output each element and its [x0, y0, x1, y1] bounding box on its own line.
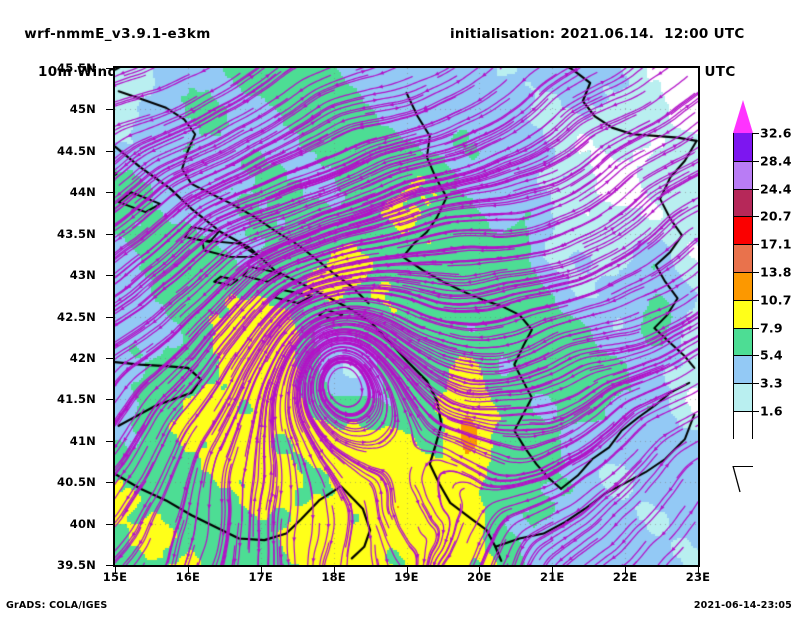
y-axis-tick-mark	[106, 316, 113, 318]
x-axis-tick-mark	[479, 567, 481, 574]
colorbar-label: 3.3	[760, 375, 783, 391]
y-axis-tick-label: 42.5N	[57, 309, 96, 324]
colorbar-label: 28.4	[760, 153, 792, 169]
colorbar-band	[733, 327, 753, 356]
map-plot-area[interactable]	[113, 66, 700, 567]
y-axis-tick-label: 40.5N	[57, 475, 96, 490]
colorbar[interactable]	[733, 133, 753, 439]
y-axis-tick-label: 43.5N	[57, 226, 96, 241]
colorbar-tick	[753, 244, 759, 246]
y-axis-tick-label: 43N	[69, 268, 96, 283]
x-axis-tick-mark	[187, 567, 189, 574]
x-axis-tick-mark	[698, 567, 699, 574]
x-axis-tick-mark	[115, 567, 116, 574]
x-axis-tick-mark	[625, 567, 627, 574]
y-axis-tick-mark	[106, 399, 113, 401]
y-axis-tick-mark	[106, 275, 113, 277]
y-axis-tick-label: 45.5N	[57, 61, 96, 75]
colorbar-label: 17.1	[760, 236, 792, 252]
colorbar-label: 5.4	[760, 347, 783, 363]
colorbar-tick	[753, 133, 759, 134]
colorbar-tick	[753, 160, 759, 162]
x-axis-tick-label: 18E	[321, 570, 346, 584]
colorbar-label: 7.9	[760, 320, 783, 336]
colorbar-band	[733, 216, 753, 245]
y-axis-tick-mark	[106, 233, 113, 235]
colorbar-label: 10.7	[760, 292, 792, 308]
x-axis-tick-label: 17E	[248, 570, 273, 584]
colorbar-band	[733, 299, 753, 328]
y-axis-tick-mark	[106, 357, 113, 359]
y-axis-tick-label: 44.5N	[57, 143, 96, 158]
x-axis-tick-mark	[260, 567, 262, 574]
y-axis-tick-label: 45N	[69, 102, 96, 117]
y-axis-tick-mark	[106, 482, 113, 484]
x-axis-tick-label: 22E	[612, 570, 638, 584]
colorbar-tick	[753, 355, 759, 357]
colorbar-band	[733, 188, 753, 217]
x-axis-tick-label: 21E	[540, 570, 565, 584]
x-axis-tick-label: 20E	[467, 570, 492, 584]
x-axis-tick-label: 23E	[685, 570, 711, 584]
colorbar-band	[733, 383, 753, 411]
colorbar-label: 1.6	[760, 403, 783, 419]
y-axis-tick-mark	[106, 523, 113, 525]
colorbar-tick	[753, 411, 759, 412]
initialisation-label: initialisation: 2021.06.14. 12:00 UTC	[450, 26, 745, 42]
colorbar-band	[733, 160, 753, 189]
y-axis-tick-mark	[106, 440, 113, 442]
colorbar-label: 13.8	[760, 264, 792, 280]
colorbar-band	[733, 355, 753, 384]
colorbar-band	[733, 410, 753, 439]
colorbar-underflow-tail-icon	[732, 466, 741, 493]
y-axis-tick-mark	[106, 109, 113, 111]
x-axis-tick-mark	[552, 567, 554, 574]
y-axis-tick-mark	[106, 150, 113, 152]
colorbar-tick	[753, 383, 759, 385]
y-axis-tick-mark	[106, 68, 113, 69]
x-axis-tick-mark	[333, 567, 335, 574]
y-axis-tick-mark	[106, 192, 113, 194]
colorbar-tick	[753, 216, 759, 218]
colorbar-overflow-arrow	[733, 100, 753, 133]
y-axis-tick-label: 42N	[69, 350, 96, 365]
x-axis-tick-label: 16E	[175, 570, 201, 584]
y-axis-tick-label: 44N	[69, 185, 96, 200]
colorbar-band	[733, 133, 753, 161]
model-name: wrf-nmmE_v3.9.1-e3km	[24, 26, 211, 42]
x-axis-tick-mark	[406, 567, 408, 574]
colorbar-label: 20.7	[760, 208, 792, 224]
x-axis-tick-label: 15E	[102, 570, 128, 584]
colorbar-tick	[753, 188, 759, 190]
colorbar-tick	[753, 327, 759, 329]
y-axis-tick-label: 39.5N	[57, 558, 96, 572]
colorbar-label: 24.4	[760, 181, 792, 197]
colorbar-band	[733, 271, 753, 300]
y-axis-tick-label: 40N	[69, 516, 96, 531]
grads-credit: GrADS: COLA/IGES	[6, 600, 108, 611]
colorbar-band	[733, 244, 753, 272]
colorbar-base-line	[733, 466, 753, 467]
y-axis-tick-mark	[106, 565, 113, 566]
x-axis-tick-label: 19E	[394, 570, 419, 584]
colorbar-tick	[753, 299, 759, 301]
wind-field-canvas	[115, 68, 698, 565]
colorbar-tick	[753, 272, 759, 273]
colorbar-label: 32.6	[760, 125, 792, 141]
y-axis-tick-label: 41N	[69, 433, 96, 448]
render-timestamp: 2021-06-14-23:05	[693, 600, 792, 611]
y-axis-tick-label: 41.5N	[57, 392, 96, 407]
